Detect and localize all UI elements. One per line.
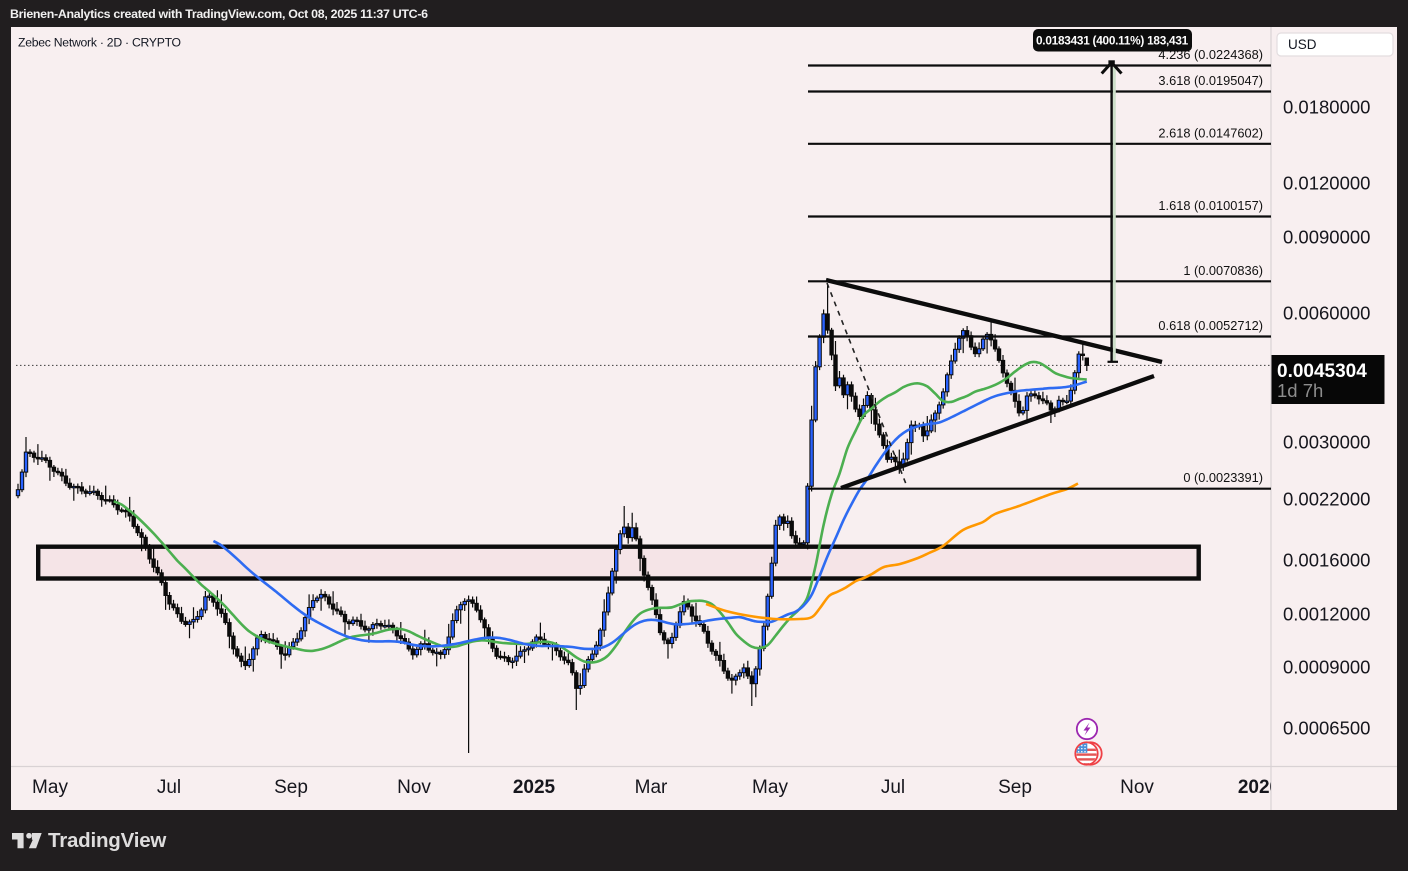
svg-text:3.618 (0.0195047): 3.618 (0.0195047) <box>1158 73 1263 88</box>
svg-text:2026: 2026 <box>1238 777 1280 798</box>
svg-text:0.0012000: 0.0012000 <box>1283 604 1370 625</box>
svg-text:Nov: Nov <box>397 777 431 798</box>
svg-text:Sep: Sep <box>998 777 1032 798</box>
svg-text:Jul: Jul <box>881 777 905 798</box>
svg-text:0.0183431 (400.11%) 183,431: 0.0183431 (400.11%) 183,431 <box>1036 34 1189 48</box>
svg-text:Sep: Sep <box>274 777 308 798</box>
svg-text:2.618 (0.0147602): 2.618 (0.0147602) <box>1158 125 1263 140</box>
svg-text:0.0006500: 0.0006500 <box>1283 718 1370 739</box>
svg-text:0.0030000: 0.0030000 <box>1283 432 1370 453</box>
svg-text:0.0180000: 0.0180000 <box>1283 97 1370 118</box>
svg-text:Mar: Mar <box>635 777 668 798</box>
svg-text:1.618 (0.0100157): 1.618 (0.0100157) <box>1158 198 1263 213</box>
svg-text:1d 7h: 1d 7h <box>1277 380 1323 401</box>
svg-text:May: May <box>752 777 788 798</box>
svg-text:0.0022000: 0.0022000 <box>1283 489 1370 510</box>
svg-text:0.0090000: 0.0090000 <box>1283 227 1370 248</box>
svg-text:0.0045304: 0.0045304 <box>1277 361 1367 382</box>
svg-text:Jul: Jul <box>157 777 181 798</box>
svg-text:0.0016000: 0.0016000 <box>1283 550 1370 571</box>
svg-text:0.618 (0.0052712): 0.618 (0.0052712) <box>1158 318 1263 333</box>
svg-text:Nov: Nov <box>1120 777 1154 798</box>
svg-text:0.0009000: 0.0009000 <box>1283 657 1370 678</box>
svg-text:0.0120000: 0.0120000 <box>1283 173 1370 194</box>
svg-text:1 (0.0070836): 1 (0.0070836) <box>1183 263 1263 278</box>
svg-text:0 (0.0023391): 0 (0.0023391) <box>1183 470 1263 485</box>
svg-text:USD: USD <box>1288 37 1317 52</box>
svg-text:2025: 2025 <box>513 777 556 798</box>
svg-text:May: May <box>32 777 68 798</box>
svg-text:0.0060000: 0.0060000 <box>1283 303 1370 324</box>
svg-text:Zebec Network · 2D · CRYPTO: Zebec Network · 2D · CRYPTO <box>18 36 181 50</box>
